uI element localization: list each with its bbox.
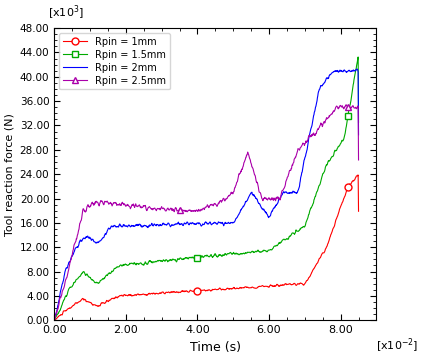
Text: [x10$^{-2}$]: [x10$^{-2}$] (376, 336, 419, 355)
Legend: Rpin = 1mm, Rpin = 1.5mm, Rpin = 2mm, Rpin = 2.5mm: Rpin = 1mm, Rpin = 1.5mm, Rpin = 2mm, Rp… (59, 33, 170, 90)
X-axis label: Time (s): Time (s) (190, 341, 241, 354)
Y-axis label: Tool reaction force (N): Tool reaction force (N) (4, 113, 14, 236)
Text: [x10$^{3}$]: [x10$^{3}$] (48, 4, 84, 22)
